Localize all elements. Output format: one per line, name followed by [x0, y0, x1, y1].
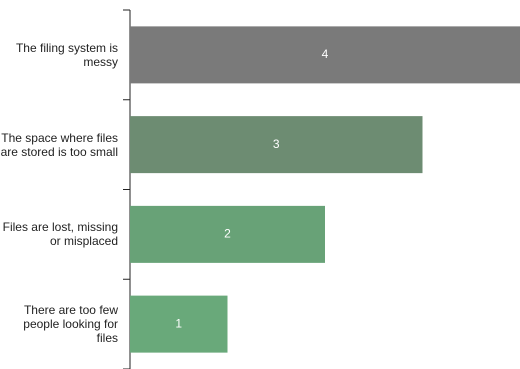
value-label: 2	[224, 227, 231, 241]
category-label: There are too few people looking for fil…	[23, 303, 118, 346]
bar	[130, 116, 423, 174]
bar	[130, 26, 520, 84]
value-label: 4	[322, 47, 329, 61]
category-label: The filing system is messy	[15, 40, 118, 69]
bar	[130, 205, 325, 263]
value-label: 1	[175, 316, 182, 330]
bar	[130, 295, 228, 353]
value-label: 3	[273, 137, 280, 151]
category-label: The space where files are stored is too …	[0, 130, 118, 159]
category-label: Files are lost, missing or misplaced	[2, 220, 118, 249]
